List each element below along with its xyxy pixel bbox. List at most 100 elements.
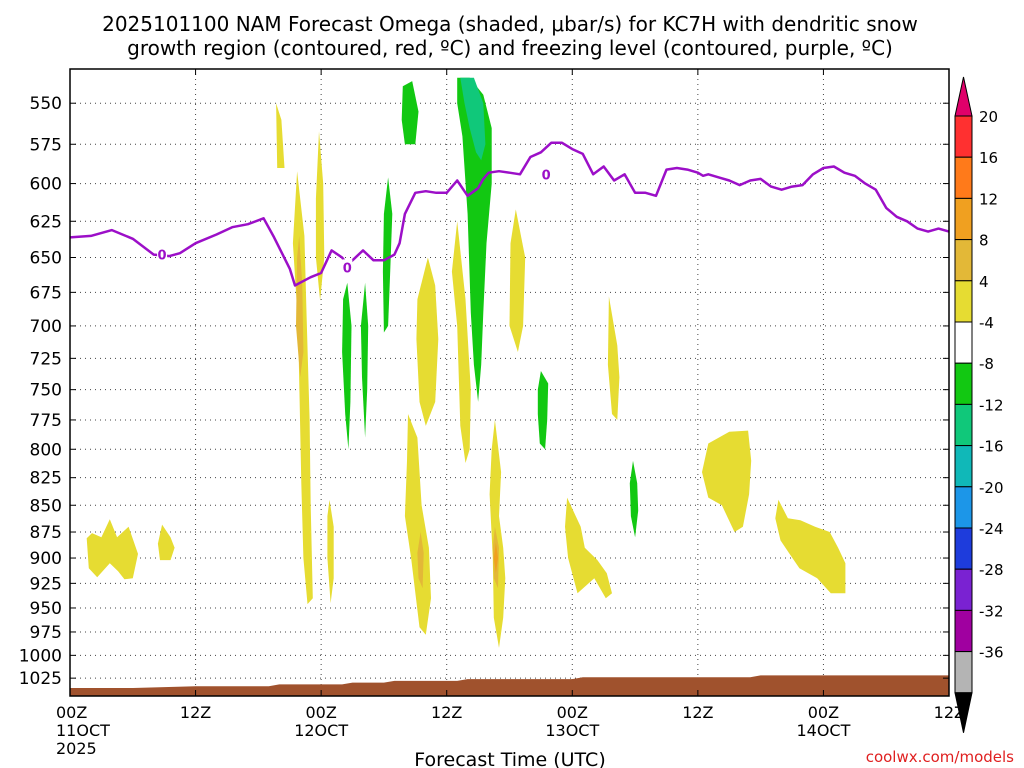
colorbar-box [954,486,973,529]
colorbar-top-arrow [954,76,973,117]
colorbar-label: -12 [979,396,1004,414]
freezing-level-label: 0 [158,249,167,264]
x-tick-label: 00Z [808,703,839,722]
freezing-level-label-bg [342,259,353,274]
colorbar-label: -32 [979,602,1004,620]
omega-region [457,77,492,402]
y-tick-label: 800 [30,440,62,460]
omega-region [296,235,304,378]
colorbar-box [954,156,973,199]
y-tick-label: 625 [30,212,62,232]
y-tick-label: 600 [30,175,62,195]
y-tick-label: 775 [30,411,62,431]
omega-region [417,532,424,589]
colorbar-label: -28 [979,561,1004,579]
terrain-fill [70,675,949,696]
x-tick-date: 11OCT [56,721,110,740]
y-tick-label: 1025 [19,669,62,689]
y-tick-label: 750 [30,381,62,401]
omega-region [489,419,506,648]
colorbar-label: 20 [979,108,998,126]
colorbar-label: -16 [979,438,1004,456]
x-tick-label: 12Z [934,703,965,722]
x-tick-label: 00Z [56,703,87,722]
x-tick-label: 12Z [682,703,713,722]
omega-colorbar: 20 16 12 8 4 -4 -8 -12 -16 -20 -24 -28 -32 -36 [954,76,1004,733]
omega-region [607,296,620,420]
colorbar-bottom-arrow [954,692,973,733]
plot-frame [69,68,950,697]
omega-region [342,282,352,450]
x-tick-date: 13OCT [545,721,599,740]
y-tick-label: 550 [30,94,62,114]
omega-region [493,542,498,574]
omega-region [565,497,612,599]
omega-region [292,171,313,605]
y-tick-label: 925 [30,574,62,594]
omega-region [360,282,369,438]
colorbar-label: 8 [979,232,989,250]
plot-area: 0 0 0 550 575 600 625 650 675 700 725 750 775 800 825 8… [19,69,965,758]
y-tick-label: 900 [30,549,62,569]
omega-region [509,209,526,352]
x-tick-label: 00Z [557,703,588,722]
x-axis-label: Forecast Time (UTC) [414,749,605,768]
omega-region [416,257,439,426]
omega-region [401,81,419,145]
freezing-level-label: 0 [542,168,551,183]
colorbar-label: 12 [979,190,998,208]
colorbar-label: -20 [979,479,1004,497]
colorbar-label: 4 [979,273,989,291]
colorbar-box [954,362,973,405]
omega-region [629,460,639,538]
y-tick-label: 825 [30,469,62,489]
x-tick-date: 14OCT [796,721,850,740]
colorbar-box [954,568,973,611]
freezing-level-line [69,141,950,287]
omega-region [775,499,846,594]
colorbar-box [954,403,973,447]
omega-region [537,371,549,450]
colorbar-label: -8 [979,355,994,373]
colorbar-label: -36 [979,644,1004,662]
omega-region [86,519,138,580]
y-tick-label: 700 [30,317,62,337]
colorbar-box [954,115,973,158]
colorbar-label: 16 [979,149,998,167]
y-tick-label: 875 [30,523,62,543]
colorbar-box [954,527,973,570]
x-tick-year: 2025 [56,739,97,758]
colorbar-label: -4 [979,314,994,332]
omega-region [157,524,175,561]
omega-region [404,414,431,635]
x-tick-label: 12Z [180,703,211,722]
colorbar-box [954,651,973,694]
y-tick-label: 575 [30,135,62,155]
colorbar-box [954,197,973,241]
omega-region [276,103,285,168]
omega-region [451,221,471,463]
credit-text: coolwx.com/models [866,748,1014,766]
omega-region [702,430,752,532]
x-tick-label: 12Z [431,703,462,722]
chart-title-line-2: growth region (contoured, red, ºC) and f… [127,36,893,60]
chart-title-line-1: 2025101100 NAM Forecast Omega (shaded, μ… [102,12,918,36]
colorbar-box [954,609,973,653]
freezing-level-label-bg [157,246,168,261]
y-tick-label: 950 [30,599,62,619]
colorbar-box [954,239,973,282]
colorbar-box [954,321,973,364]
y-tick-label: 1000 [19,646,62,666]
x-tick-label: 00Z [305,703,336,722]
colorbar-box [954,280,973,323]
freezing-level-label: 0 [343,261,352,276]
omega-region [460,77,486,161]
freezing-level-label-bg [541,166,552,181]
omega-region [315,131,325,301]
omega-region [382,177,393,333]
y-tick-label: 975 [30,623,62,643]
colorbar-label: -24 [979,520,1004,538]
y-tick-label: 675 [30,283,62,303]
x-tick-date: 12OCT [294,721,348,740]
